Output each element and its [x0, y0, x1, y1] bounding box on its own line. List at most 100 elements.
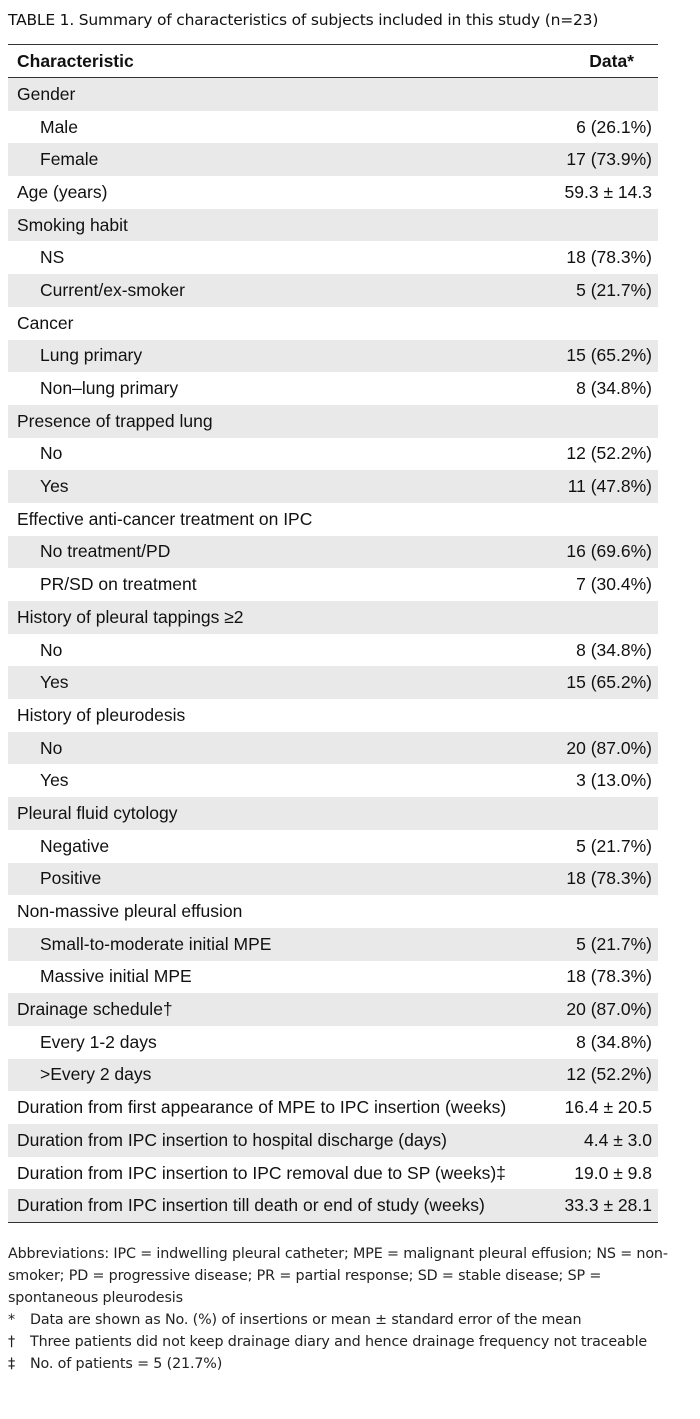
table-row: Non-massive pleural effusion	[8, 895, 658, 928]
table-row: No treatment/PD 16 (69.6%)	[8, 535, 658, 569]
data-cell: 16.4 ± 20.5	[564, 1097, 652, 1118]
characteristic-cell: No	[40, 639, 63, 660]
table-header-row: Characteristic Data*	[8, 45, 658, 78]
table-row: Female 17 (73.9%)	[8, 143, 658, 177]
data-cell: 20 (87.0%)	[566, 999, 652, 1020]
table-body: Gender Male 6 (26.1%) Female 17 (73.9%) Age (…	[8, 78, 658, 1223]
characteristic-cell: Yes	[40, 672, 69, 693]
characteristic-cell: History of pleurodesis	[17, 704, 186, 725]
data-cell: 8 (34.8%)	[576, 639, 652, 660]
footnote-symbol: ‡	[8, 1356, 15, 1372]
table-row: Positive 18 (78.3%)	[8, 862, 658, 896]
characteristic-cell: Massive initial MPE	[40, 966, 192, 987]
data-cell: 17 (73.9%)	[566, 149, 652, 170]
table-row: Drainage schedule† 20 (87.0%)	[8, 993, 658, 1026]
footnote-text: No. of patients = 5 (21.7%)	[30, 1356, 223, 1372]
footnote: † Three patients did not keep drainage d…	[8, 1331, 688, 1353]
characteristic-cell: Non–lung primary	[40, 378, 179, 399]
column-header-characteristic: Characteristic	[17, 50, 134, 71]
footnote: ‡ No. of patients = 5 (21.7%)	[8, 1353, 688, 1375]
data-cell: 18 (78.3%)	[566, 868, 652, 889]
table-row: Yes 3 (13.0%)	[8, 764, 658, 797]
data-cell: 4.4 ± 3.0	[584, 1129, 652, 1150]
table-row: Duration from first appearance of MPE to…	[8, 1091, 658, 1124]
characteristic-cell: Cancer	[17, 312, 74, 333]
table-row: Age (years) 59.3 ± 14.3	[8, 176, 658, 209]
characteristic-cell: Drainage schedule†	[17, 999, 173, 1020]
characteristic-cell: Current/ex-smoker	[40, 279, 185, 300]
table-row: Smoking habit	[8, 208, 658, 242]
column-header-data: Data*	[589, 50, 634, 71]
characteristic-cell: Gender	[17, 83, 76, 104]
data-cell: 19.0 ± 9.8	[574, 1162, 652, 1183]
characteristics-table: Characteristic Data* Gender Male 6 (26.1%)…	[8, 44, 658, 1224]
characteristic-cell: Yes	[40, 476, 69, 497]
data-cell: 20 (87.0%)	[566, 737, 652, 758]
characteristic-cell: No	[40, 737, 63, 758]
characteristic-cell: Smoking habit	[17, 214, 128, 235]
characteristic-cell: Duration from IPC insertion to IPC remov…	[17, 1162, 506, 1183]
data-cell: 5 (21.7%)	[576, 279, 652, 300]
table-row: Yes 15 (65.2%)	[8, 666, 658, 700]
data-cell: 33.3 ± 28.1	[564, 1195, 652, 1216]
table-row: No 8 (34.8%)	[8, 634, 658, 667]
table-title: Summary of characteristics of subjects i…	[78, 11, 599, 29]
characteristic-cell: Every 1-2 days	[40, 1031, 157, 1052]
table-row: >Every 2 days 12 (52.2%)	[8, 1058, 658, 1092]
table-row: Yes 11 (47.8%)	[8, 470, 658, 503]
table-row: Negative 5 (21.7%)	[8, 830, 658, 863]
characteristic-cell: PR/SD on treatment	[40, 574, 197, 595]
footnote-text: Three patients did not keep drainage dia…	[30, 1334, 648, 1350]
data-cell: 5 (21.7%)	[576, 835, 652, 856]
characteristic-cell: NS	[40, 247, 65, 268]
characteristic-cell: Effective anti-cancer treatment on IPC	[17, 508, 313, 529]
table-number: TABLE 1.	[8, 11, 75, 29]
data-cell: 5 (21.7%)	[576, 933, 652, 954]
abbreviations-note: Abbreviations: IPC = indwelling pleural …	[8, 1246, 668, 1306]
table-row: Duration from IPC insertion till death o…	[8, 1189, 658, 1223]
characteristic-cell: Duration from first appearance of MPE to…	[17, 1097, 507, 1118]
table-row: No 20 (87.0%)	[8, 731, 658, 765]
data-cell: 59.3 ± 14.3	[564, 181, 652, 202]
characteristic-cell: Male	[40, 116, 78, 137]
data-cell: 12 (52.2%)	[566, 443, 652, 464]
characteristic-cell: Lung primary	[40, 345, 143, 366]
characteristic-cell: Female	[40, 149, 99, 170]
table-row: Duration from IPC insertion to hospital …	[8, 1124, 658, 1157]
table-row: History of pleural tappings ≥2	[8, 601, 658, 634]
data-cell: 15 (65.2%)	[566, 345, 652, 366]
footnote-symbol: †	[8, 1334, 15, 1350]
table-row: Male 6 (26.1%)	[8, 111, 658, 144]
data-cell: 18 (78.3%)	[566, 966, 652, 987]
footnote-symbol: *	[8, 1312, 15, 1328]
table-row: Small-to-moderate initial MPE 5 (21.7%)	[8, 927, 658, 961]
table-row: History of pleurodesis	[8, 699, 658, 732]
table-row: NS 18 (78.3%)	[8, 241, 658, 274]
characteristic-cell: No treatment/PD	[40, 541, 171, 562]
characteristic-cell: Yes	[40, 770, 69, 791]
table-notes: Abbreviations: IPC = indwelling pleural …	[8, 1243, 688, 1375]
table-row: Pleural fluid cytology	[8, 797, 658, 830]
characteristic-cell: Positive	[40, 868, 102, 889]
table-row: Presence of trapped lung	[8, 404, 658, 438]
data-cell: 11 (47.8%)	[567, 476, 652, 497]
table-row: Massive initial MPE 18 (78.3%)	[8, 961, 658, 994]
characteristic-cell: No	[40, 443, 63, 464]
characteristic-cell: History of pleural tappings ≥2	[17, 606, 244, 627]
data-cell: 7 (30.4%)	[576, 574, 652, 595]
table-row: Every 1-2 days 8 (34.8%)	[8, 1026, 658, 1059]
data-cell: 8 (34.8%)	[576, 1031, 652, 1052]
characteristic-cell: Negative	[40, 835, 110, 856]
footnote: * Data are shown as No. (%) of insertion…	[8, 1309, 688, 1331]
table-row: Current/ex-smoker 5 (21.7%)	[8, 274, 658, 307]
characteristic-cell: Non-massive pleural effusion	[17, 901, 243, 922]
characteristic-cell: Age (years)	[17, 181, 108, 202]
data-cell: 8 (34.8%)	[576, 378, 652, 399]
data-cell: 16 (69.6%)	[566, 541, 652, 562]
characteristic-cell: Presence of trapped lung	[17, 410, 213, 431]
table-row: Cancer	[8, 307, 658, 340]
data-cell: 3 (13.0%)	[576, 770, 652, 791]
data-cell: 18 (78.3%)	[566, 247, 652, 268]
table-row: Duration from IPC insertion to IPC remov…	[8, 1157, 658, 1190]
table-row: PR/SD on treatment 7 (30.4%)	[8, 568, 658, 601]
